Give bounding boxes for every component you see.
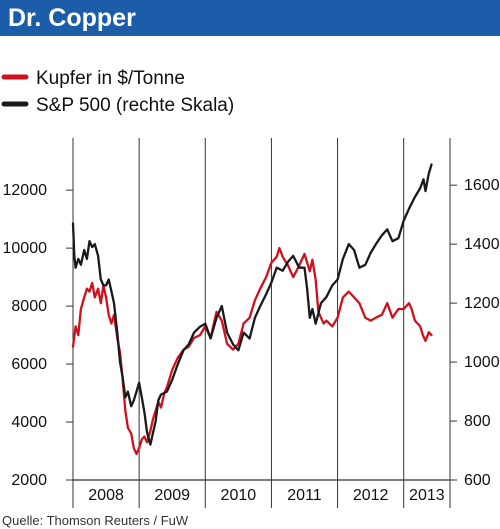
x-tick-label: 2009 <box>154 487 190 504</box>
left-tick-label: 10000 <box>3 240 48 257</box>
chart-title: Dr. Copper <box>8 4 136 32</box>
right-tick-label: 1400 <box>464 236 500 253</box>
legend-label-sp500: S&P 500 (rechte Skala) <box>36 95 234 116</box>
right-tick-label: 600 <box>464 472 491 489</box>
x-tick-label: 2010 <box>221 487 257 504</box>
year-separators <box>138 138 405 508</box>
series-line-copper <box>71 246 433 456</box>
left-tick-label: 6000 <box>11 356 47 373</box>
right-tick-label: 1000 <box>464 354 500 371</box>
right-axis-ticks: 600 800 1000 1200 1400 1600 <box>450 177 500 489</box>
source-note: Quelle: Thomson Reuters / FuW <box>2 513 189 528</box>
right-tick-label: 1200 <box>464 295 500 312</box>
left-axis-ticks: 2000 4000 6000 8000 10000 12000 <box>3 182 73 489</box>
legend: Kupfer in $/Tonne S&P 500 (rechte Skala) <box>1 68 234 116</box>
left-tick-label: 2000 <box>11 472 47 489</box>
x-tick-label: 2008 <box>88 487 124 504</box>
plot-area <box>72 138 451 508</box>
left-tick-label: 4000 <box>11 414 47 431</box>
x-axis-ticks: 2008 2009 2010 2011 2012 2013 <box>88 487 444 504</box>
x-tick-label: 2013 <box>409 487 445 504</box>
left-tick-label: 12000 <box>3 182 48 199</box>
x-tick-label: 2012 <box>353 487 389 504</box>
series-line-sp500 <box>71 163 433 446</box>
legend-label-copper: Kupfer in $/Tonne <box>36 68 185 89</box>
title-bar <box>0 0 500 36</box>
left-tick-label: 8000 <box>11 298 47 315</box>
right-tick-label: 800 <box>464 413 491 430</box>
x-tick-label: 2011 <box>287 487 322 504</box>
right-tick-label: 1600 <box>464 177 500 194</box>
series-layer <box>71 163 433 456</box>
